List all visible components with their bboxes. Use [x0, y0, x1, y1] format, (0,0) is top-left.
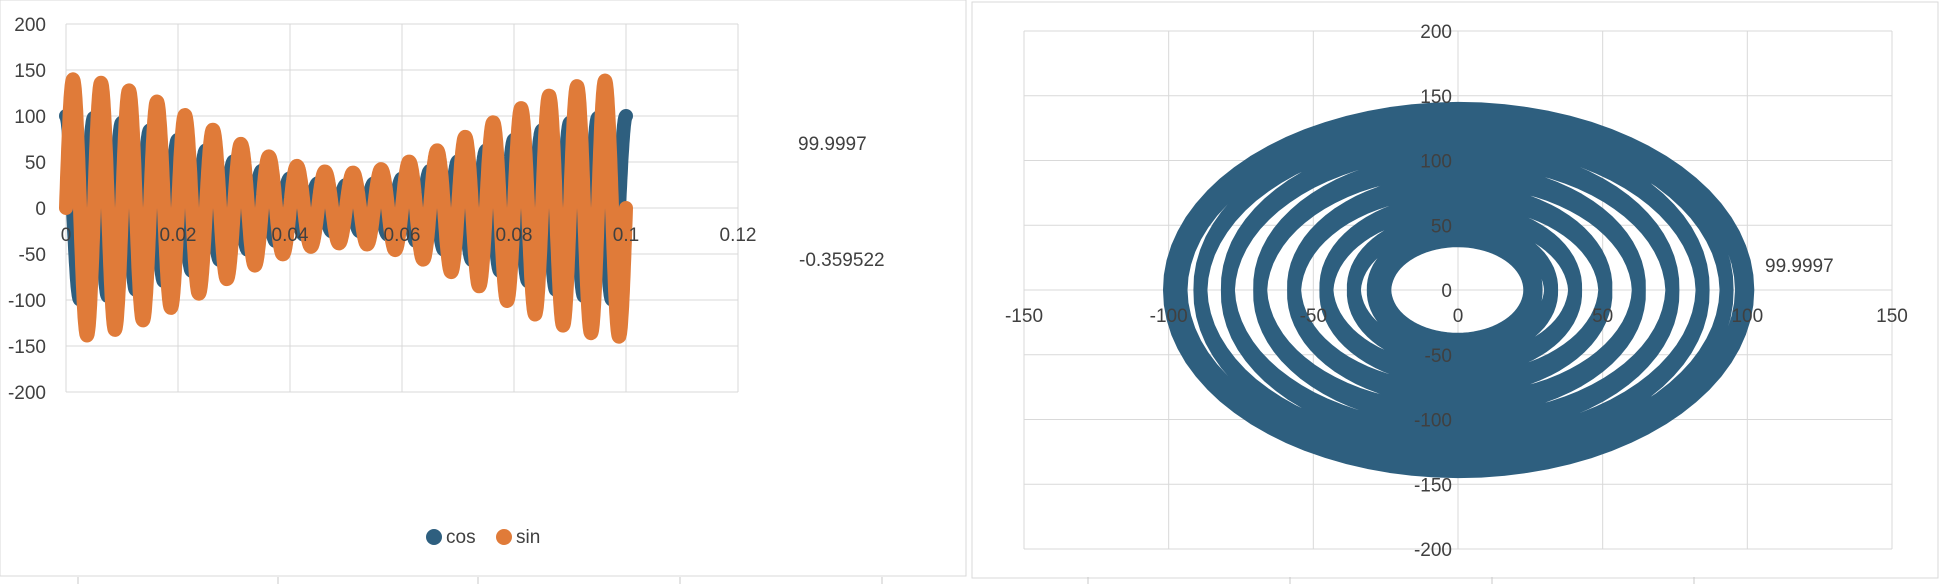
chart-2-y-tick-label: -150: [1414, 475, 1452, 496]
chart-2-y-tick-label: 200: [1420, 22, 1452, 43]
legend-sin-label: sin: [516, 527, 540, 548]
chart-1-y-tick-label: 100: [14, 107, 46, 128]
chart-1-x-tick-label: 0.08: [496, 225, 533, 246]
chart-2-x-axis-ticks: -150 -100 -50 0 50 100 150: [1005, 306, 1908, 327]
legend-cos-marker: [426, 529, 442, 545]
chart-1-x-tick-label: 0.12: [720, 225, 757, 246]
chart-2-x-tick-label: -150: [1005, 306, 1043, 327]
sheet-column-markers: [77, 577, 1695, 584]
chart-2-y-tick-label: 150: [1420, 87, 1452, 108]
chart-2-x-tick-label: -50: [1300, 306, 1327, 327]
chart-1-x-tick-label: 0.1: [613, 225, 639, 246]
chart-1-y-tick-label: -200: [8, 383, 46, 404]
legend-cos-label: cos: [446, 527, 476, 548]
chart-2-y-tick-label: 100: [1420, 152, 1452, 173]
series-sin-line[interactable]: [59, 72, 633, 344]
chart-1-x-tick-label: 0.02: [160, 225, 197, 246]
cos-end-label: 99.9997: [798, 134, 867, 155]
chart-2-x-tick-label: 100: [1731, 306, 1763, 327]
chart-1-y-axis-ticks: 200 150 100 50 0 -50 -100 -150 -200: [8, 15, 46, 404]
chart-1-y-tick-label: -100: [8, 291, 46, 312]
chart-2-x-tick-label: 0: [1453, 306, 1464, 327]
chart-2-y-tick-label: 50: [1431, 216, 1452, 237]
chart-1-x-axis-ticks: 0 0.02 0.04 0.06 0.08 0.1 0.12: [61, 225, 757, 246]
chart-2-y-tick-label: -200: [1414, 540, 1452, 561]
chart-1-series: [59, 72, 633, 344]
chart-1-x-tick-label: 0: [61, 225, 72, 246]
legend-sin-marker: [496, 529, 512, 545]
chart-2-y-tick-label: 0: [1441, 281, 1452, 302]
chart-1-y-tick-label: 150: [14, 61, 46, 82]
chart-1-y-tick-label: 50: [25, 153, 46, 174]
chart-2-x-tick-label: 150: [1876, 306, 1908, 327]
chart-2-x-tick-label: 50: [1592, 306, 1613, 327]
chart-1-legend: cos sin: [426, 527, 540, 548]
chart-1-y-tick-label: -50: [19, 245, 46, 266]
chart-1-y-tick-label: -150: [8, 337, 46, 358]
chart-1-y-tick-label: 0: [35, 199, 46, 220]
chart-1-y-tick-label: 200: [14, 15, 46, 36]
lissajous-series-line[interactable]: [1163, 101, 1755, 479]
sin-end-label: -0.359522: [799, 250, 885, 271]
chart-2-y-tick-label: -100: [1414, 411, 1452, 432]
chart-1-x-tick-label: 0.04: [272, 225, 309, 246]
lissajous-end-label: 99.9997: [1765, 256, 1834, 277]
chart-2-y-tick-label: -50: [1425, 346, 1452, 367]
chart-2-y-axis-ticks: 200 150 100 50 0 -50 -100 -150 -200: [1414, 22, 1452, 561]
chart-1-x-tick-label: 0.06: [384, 225, 421, 246]
chart-2-x-tick-label: -100: [1150, 306, 1188, 327]
